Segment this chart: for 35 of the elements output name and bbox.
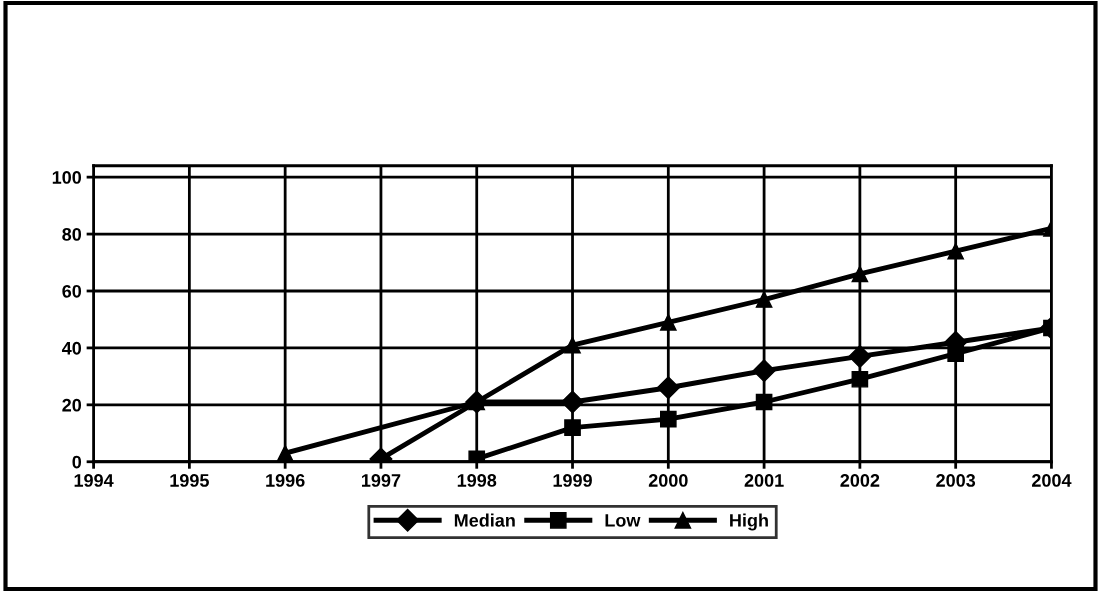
x-tick-label: 2001 [744, 474, 784, 487]
point [851, 370, 869, 388]
legend-label: Low [605, 514, 641, 527]
x-tick-label: 2000 [648, 474, 688, 487]
y-tick-label: 80 [62, 228, 82, 241]
x-tick-label: 1995 [170, 474, 209, 487]
point [755, 393, 773, 411]
x-tick-label: 2003 [936, 474, 976, 487]
point [851, 265, 869, 283]
point [848, 344, 872, 368]
x-tick-label: 2004 [1032, 474, 1072, 487]
legend-label: High [730, 513, 768, 531]
point [656, 376, 680, 400]
point [564, 419, 581, 436]
y-tick-label: 60 [62, 284, 82, 298]
point [564, 336, 581, 354]
point [561, 390, 585, 414]
x-tick-label: 1996 [266, 474, 305, 487]
x-tick-label: 1994 [74, 474, 114, 487]
y-tick-label: 100 [52, 171, 82, 184]
point [755, 291, 773, 308]
y-tick-label: 40 [61, 341, 82, 355]
point [659, 410, 677, 428]
x-tick-label: 1998 [457, 474, 497, 487]
y-tick-label: 0 [72, 455, 82, 469]
point [659, 313, 677, 331]
point [752, 359, 776, 383]
x-tick-label: 2002 [840, 474, 880, 487]
point [947, 345, 965, 362]
point [947, 242, 965, 260]
legend-label: Median [454, 513, 515, 527]
y-tick-label: 20 [62, 398, 82, 412]
x-tick-label: 1997 [362, 474, 401, 487]
point [276, 444, 294, 462]
x-tick-label: 1999 [553, 474, 592, 487]
